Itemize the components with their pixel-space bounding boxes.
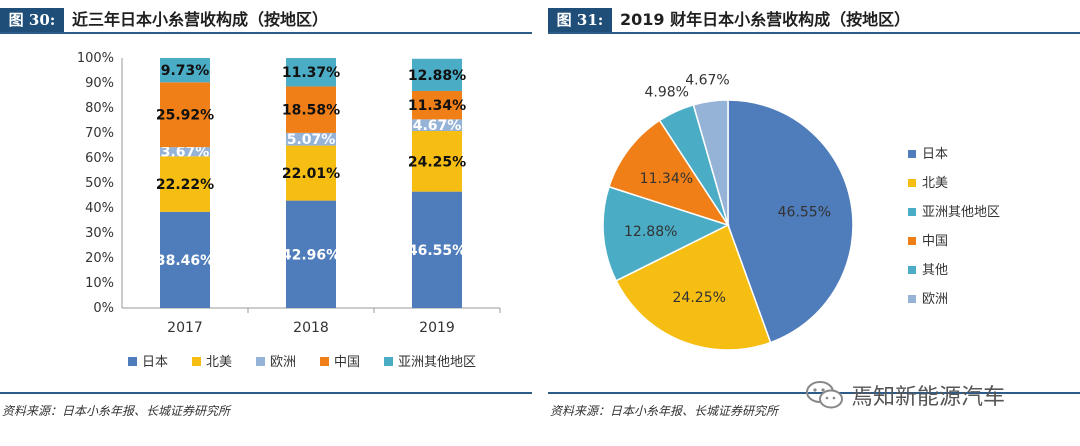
- bar-segment: [286, 132, 336, 146]
- legend-label: 中国: [334, 355, 360, 370]
- y-tick-label: 100%: [77, 51, 114, 66]
- bar-segment: [412, 131, 462, 192]
- legend-swatch: [192, 357, 201, 366]
- y-tick-label: 80%: [85, 101, 114, 116]
- bar-segment: [286, 86, 336, 133]
- bar-segment: [286, 145, 336, 201]
- pie-slice: [727, 99, 854, 344]
- legend-label: 日本: [922, 147, 948, 162]
- legend-swatch: [320, 357, 329, 366]
- legend-label: 其他: [922, 263, 948, 278]
- bar-segment: [412, 191, 462, 308]
- pie-slice: [602, 185, 730, 282]
- slice-label: 11.34%: [640, 171, 693, 187]
- title-rule: [0, 32, 532, 34]
- source-rule: [0, 392, 532, 394]
- title-rule: [548, 32, 1080, 34]
- slice-label: 4.67%: [685, 72, 729, 88]
- bar-segment: [160, 211, 210, 308]
- legend-swatch: [908, 150, 916, 158]
- bar-segment: [160, 147, 210, 157]
- legend-swatch: [128, 357, 137, 366]
- legend-swatch: [908, 237, 916, 245]
- data-label: 18.58%: [282, 103, 340, 119]
- figure-title: 近三年日本小糸营收构成（按地区）: [72, 10, 329, 29]
- y-tick-label: 70%: [85, 126, 114, 141]
- y-tick-label: 0%: [93, 301, 114, 316]
- pie-slice: [692, 99, 729, 226]
- bar-segment: [160, 156, 210, 212]
- x-tick-label: 2019: [419, 320, 455, 336]
- pie-slice: [615, 223, 772, 351]
- legend-swatch: [908, 266, 916, 274]
- data-label: 9.73%: [161, 63, 210, 79]
- figure-header: 图 30: 近三年日本小糸营收构成（按地区）: [0, 8, 532, 32]
- pie-chart: 46.55% 24.25% 12.88% 11.34% 4.98%4.67% 日本北美亚洲…: [602, 72, 1000, 351]
- bar-segment: [286, 200, 336, 308]
- y-tick-label: 30%: [85, 226, 114, 241]
- slice-label: 46.55%: [778, 205, 831, 221]
- figure-label: 图 31:: [548, 8, 612, 32]
- legend-label: 亚洲其他地区: [922, 205, 1000, 220]
- legend-label: 欧洲: [922, 292, 948, 307]
- data-label: 5.07%: [287, 132, 336, 148]
- y-tick-label: 40%: [85, 201, 114, 216]
- pie-slice: [608, 119, 730, 227]
- data-label: 11.37%: [282, 65, 340, 81]
- data-label: 46.55%: [408, 243, 466, 259]
- figure-header: 图 31: 2019 财年日本小糸营收构成（按地区）: [548, 8, 1080, 32]
- bar-segment: [160, 58, 210, 83]
- figure-label: 图 30:: [0, 8, 64, 32]
- legend-swatch: [384, 357, 393, 366]
- y-tick-label: 60%: [85, 151, 114, 166]
- y-tick-label: 50%: [85, 176, 114, 191]
- figure-30: 图 30: 近三年日本小糸营收构成（按地区） 0% 10% 20% 30% 40% 50%…: [0, 0, 532, 446]
- x-tick-label: 2017: [167, 320, 203, 336]
- bar-segment: [286, 58, 336, 87]
- legend-swatch: [908, 208, 916, 216]
- watermark-text: 焉知新能源汽车: [851, 385, 1006, 410]
- y-tick-label: 90%: [85, 76, 114, 91]
- figure-title: 2019 财年日本小糸营收构成（按地区）: [620, 10, 911, 29]
- legend-swatch: [908, 295, 916, 303]
- slice-label: 12.88%: [624, 224, 677, 240]
- bar-segment: [412, 119, 462, 131]
- figure-source: 资料来源：日本小糸年报、长城证券研究所: [550, 404, 779, 418]
- legend-label: 中国: [922, 234, 948, 249]
- data-label: 4.67%: [413, 118, 462, 134]
- data-label: 24.25%: [408, 154, 466, 170]
- figure-31: 图 31: 2019 财年日本小糸营收构成（按地区） 46.55% 24.25% 1…: [548, 0, 1080, 446]
- y-tick-label: 20%: [85, 251, 114, 266]
- data-label: 25.92%: [156, 108, 214, 124]
- data-label: 22.22%: [156, 177, 214, 193]
- bar-segment: [160, 82, 210, 148]
- watermark: 焉知新能源汽车: [805, 375, 1005, 415]
- stacked-bar-chart: 0% 10% 20% 30% 40% 50% 60% 70% 80% 90% 100% 38.46% 2…: [77, 51, 501, 370]
- legend-label: 日本: [142, 355, 168, 370]
- data-label: 38.46%: [156, 253, 214, 269]
- data-label: 3.67%: [161, 145, 210, 161]
- legend-swatch: [908, 179, 916, 187]
- slice-label: 4.98%: [645, 84, 689, 100]
- data-label: 12.88%: [408, 68, 466, 84]
- figure-source: 资料来源：日本小糸年报、长城证券研究所: [2, 404, 231, 418]
- source-rule: [548, 392, 1080, 394]
- x-tick-label: 2018: [293, 320, 329, 336]
- legend-label: 北美: [206, 355, 232, 370]
- y-tick-label: 10%: [85, 276, 114, 291]
- data-label: 11.34%: [408, 98, 466, 114]
- data-label: 42.96%: [282, 247, 340, 263]
- bar-segment: [412, 58, 462, 91]
- legend-swatch: [256, 357, 265, 366]
- slice-label: 24.25%: [673, 290, 726, 306]
- legend-label: 北美: [922, 176, 948, 191]
- legend-label: 亚洲其他地区: [398, 355, 476, 370]
- data-label: 22.01%: [282, 166, 340, 182]
- bar-segment: [412, 90, 462, 120]
- wechat-icon: [806, 381, 843, 409]
- legend-label: 欧洲: [270, 355, 296, 370]
